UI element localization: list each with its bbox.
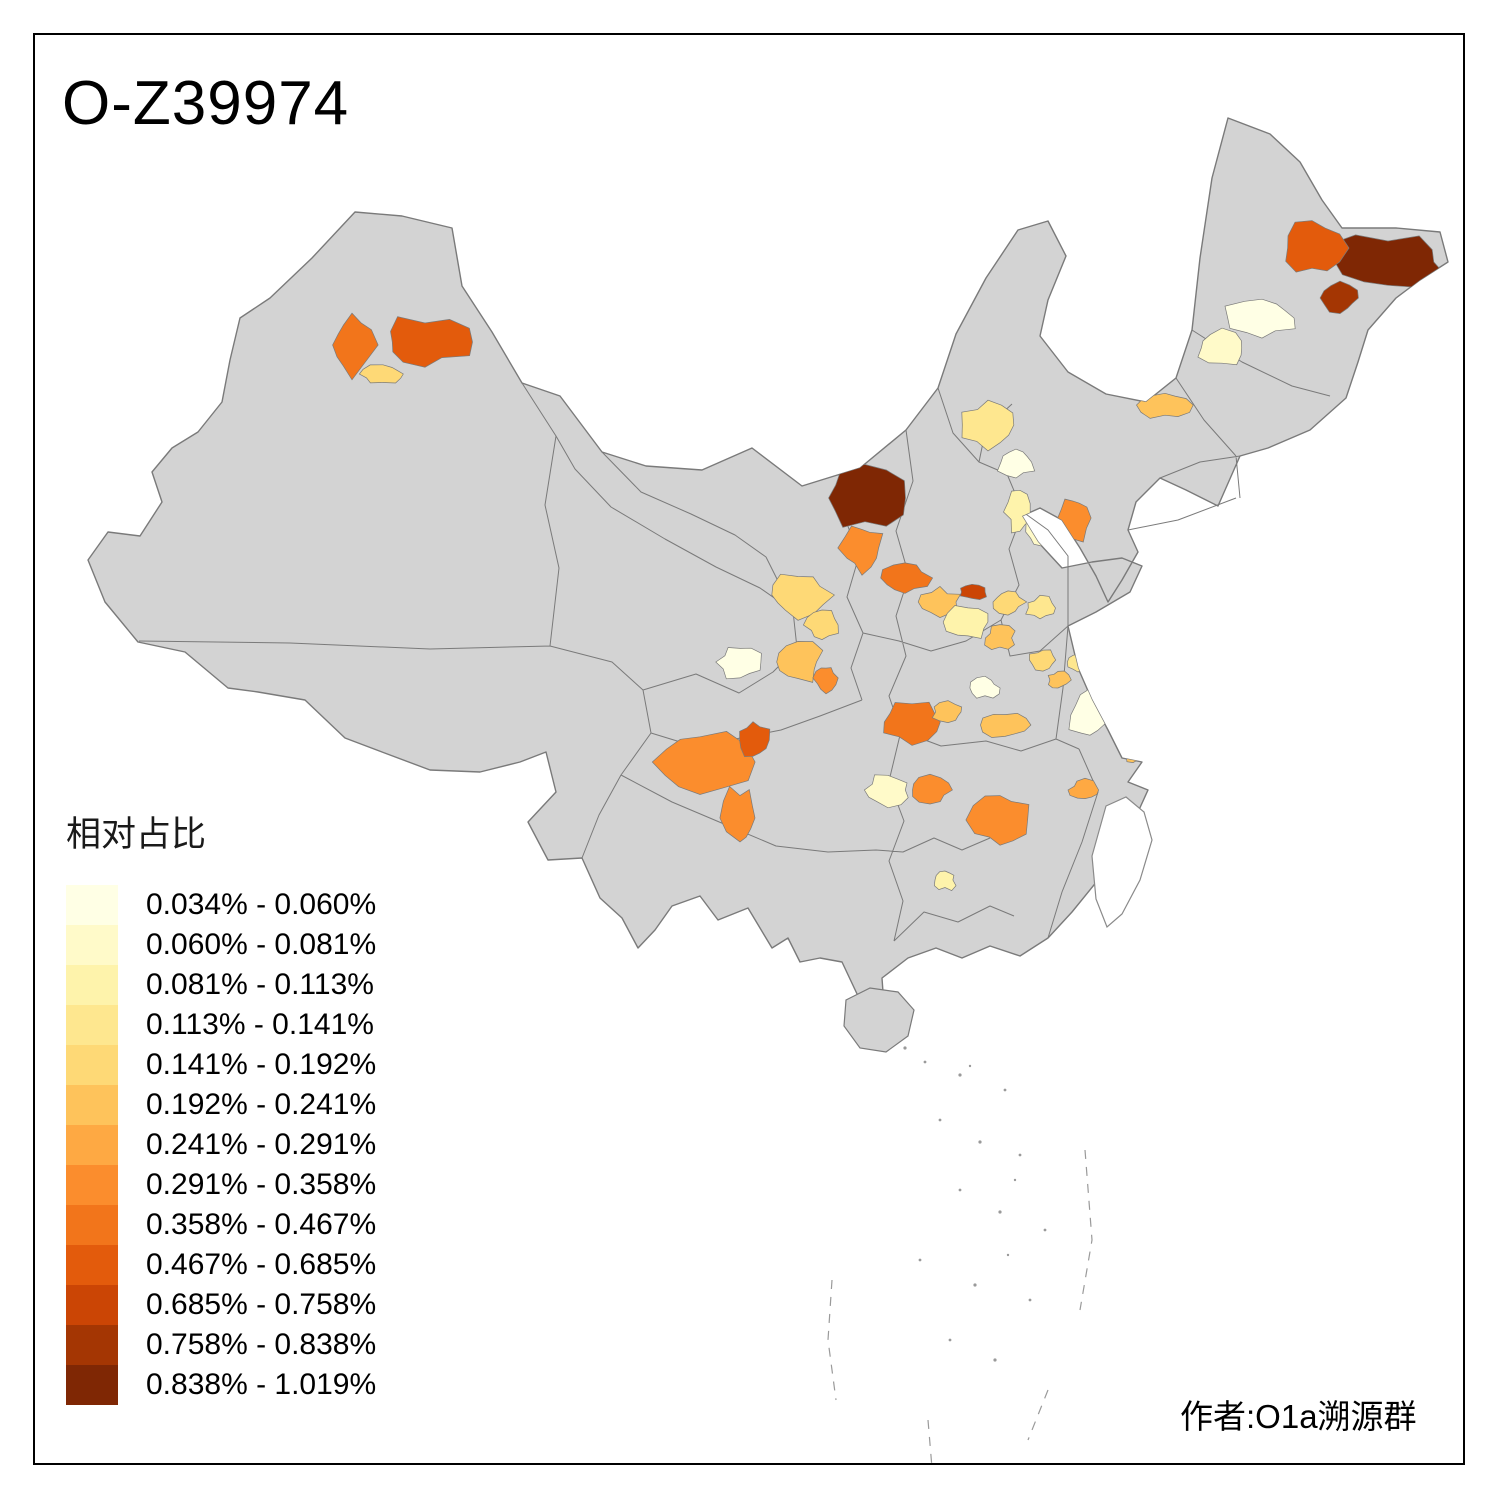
legend-swatch bbox=[66, 1325, 118, 1365]
map-region bbox=[961, 399, 1015, 452]
legend-item: 0.685% - 0.758% bbox=[66, 1285, 376, 1325]
map-region bbox=[390, 316, 473, 368]
legend-label: 0.838% - 1.019% bbox=[146, 1368, 377, 1401]
legend-swatch bbox=[66, 885, 118, 925]
legend-item: 0.113% - 0.141% bbox=[66, 1005, 376, 1045]
legend-item: 0.358% - 0.467% bbox=[66, 1205, 376, 1245]
map-region bbox=[880, 562, 934, 594]
map-region bbox=[933, 870, 957, 892]
legend-item: 0.241% - 0.291% bbox=[66, 1125, 376, 1165]
legend-label: 0.758% - 0.838% bbox=[146, 1328, 377, 1361]
map-region bbox=[1025, 594, 1056, 620]
legend-label: 0.685% - 0.758% bbox=[146, 1288, 377, 1321]
legend-swatch bbox=[66, 1165, 118, 1205]
map-region bbox=[883, 701, 941, 746]
legend-swatch bbox=[66, 1085, 118, 1125]
map-region bbox=[1003, 489, 1033, 534]
map-region bbox=[863, 774, 909, 809]
map-region bbox=[776, 641, 824, 683]
legend-swatch bbox=[66, 965, 118, 1005]
legend-swatch bbox=[66, 1285, 118, 1325]
map-region bbox=[719, 785, 756, 843]
legend-swatch bbox=[66, 1205, 118, 1245]
legend-item: 0.467% - 0.685% bbox=[66, 1245, 376, 1285]
legend-title: 相对占比 bbox=[66, 815, 207, 854]
map-region bbox=[1285, 220, 1350, 273]
map-region bbox=[812, 667, 839, 695]
map-region bbox=[715, 647, 762, 680]
legend-item: 0.081% - 0.113% bbox=[66, 965, 376, 1005]
map-region bbox=[802, 609, 839, 640]
legend-item: 0.141% - 0.192% bbox=[66, 1045, 376, 1085]
map-region bbox=[980, 712, 1032, 738]
map-region bbox=[837, 525, 884, 576]
legend-item: 0.192% - 0.241% bbox=[66, 1085, 376, 1125]
map-region bbox=[1136, 392, 1194, 419]
legend-label: 0.034% - 0.060% bbox=[146, 888, 377, 921]
map-region bbox=[959, 583, 987, 600]
legend-label: 0.141% - 0.192% bbox=[146, 1048, 377, 1081]
legend-item: 0.291% - 0.358% bbox=[66, 1165, 376, 1205]
hainan-island bbox=[843, 987, 915, 1053]
legend-label: 0.192% - 0.241% bbox=[146, 1088, 377, 1121]
legend-swatch bbox=[66, 1365, 118, 1405]
map-region bbox=[931, 700, 963, 723]
map-region bbox=[651, 731, 756, 795]
map-region bbox=[942, 605, 989, 639]
legend-label: 0.113% - 0.141% bbox=[146, 1008, 374, 1041]
taiwan-island bbox=[1091, 796, 1153, 929]
author-caption: 作者:O1a溯源群 bbox=[1180, 1398, 1417, 1435]
legend-label: 0.241% - 0.291% bbox=[146, 1128, 377, 1161]
map-region bbox=[1029, 649, 1057, 672]
map-region bbox=[969, 675, 1001, 699]
legend-swatch bbox=[66, 1245, 118, 1285]
legend-label: 0.358% - 0.467% bbox=[146, 1208, 377, 1241]
legend-label: 0.060% - 0.081% bbox=[146, 928, 377, 961]
legend-swatch bbox=[66, 925, 118, 965]
legend-label: 0.467% - 0.685% bbox=[146, 1248, 377, 1281]
map-region bbox=[1197, 327, 1243, 366]
map-region bbox=[992, 590, 1028, 616]
legend-swatch bbox=[66, 1125, 118, 1165]
sea-boundary-dashes bbox=[827, 1149, 1093, 1469]
legend-item: 0.060% - 0.081% bbox=[66, 925, 376, 965]
map-title: O-Z39974 bbox=[62, 69, 350, 138]
map-region bbox=[1047, 670, 1072, 689]
legend-items: 0.034% - 0.060% 0.060% - 0.081% 0.081% - 0… bbox=[66, 885, 376, 1405]
map-region bbox=[358, 364, 404, 384]
map-region bbox=[984, 624, 1016, 650]
legend-swatch bbox=[66, 1045, 118, 1085]
legend-label: 0.291% - 0.358% bbox=[146, 1168, 377, 1201]
map-region bbox=[965, 795, 1030, 846]
legend-item: 0.034% - 0.060% bbox=[66, 885, 376, 925]
legend-label: 0.081% - 0.113% bbox=[146, 968, 374, 1001]
legend-item: 0.838% - 1.019% bbox=[66, 1365, 376, 1405]
legend-swatch bbox=[66, 1005, 118, 1045]
south-china-sea-islets bbox=[903, 1046, 1047, 1362]
map-region bbox=[739, 721, 771, 757]
map-region bbox=[996, 448, 1036, 479]
map-region bbox=[332, 312, 379, 381]
map-region bbox=[1112, 702, 1133, 743]
map-region bbox=[1067, 777, 1099, 799]
map-region bbox=[912, 773, 953, 805]
map-region bbox=[1319, 280, 1359, 314]
legend-item: 0.758% - 0.838% bbox=[66, 1325, 376, 1365]
legend: 相对占比 0.034% - 0.060% 0.060% - 0.081% 0.081… bbox=[66, 806, 376, 1405]
map-region bbox=[1224, 298, 1296, 339]
map-region bbox=[828, 464, 906, 528]
